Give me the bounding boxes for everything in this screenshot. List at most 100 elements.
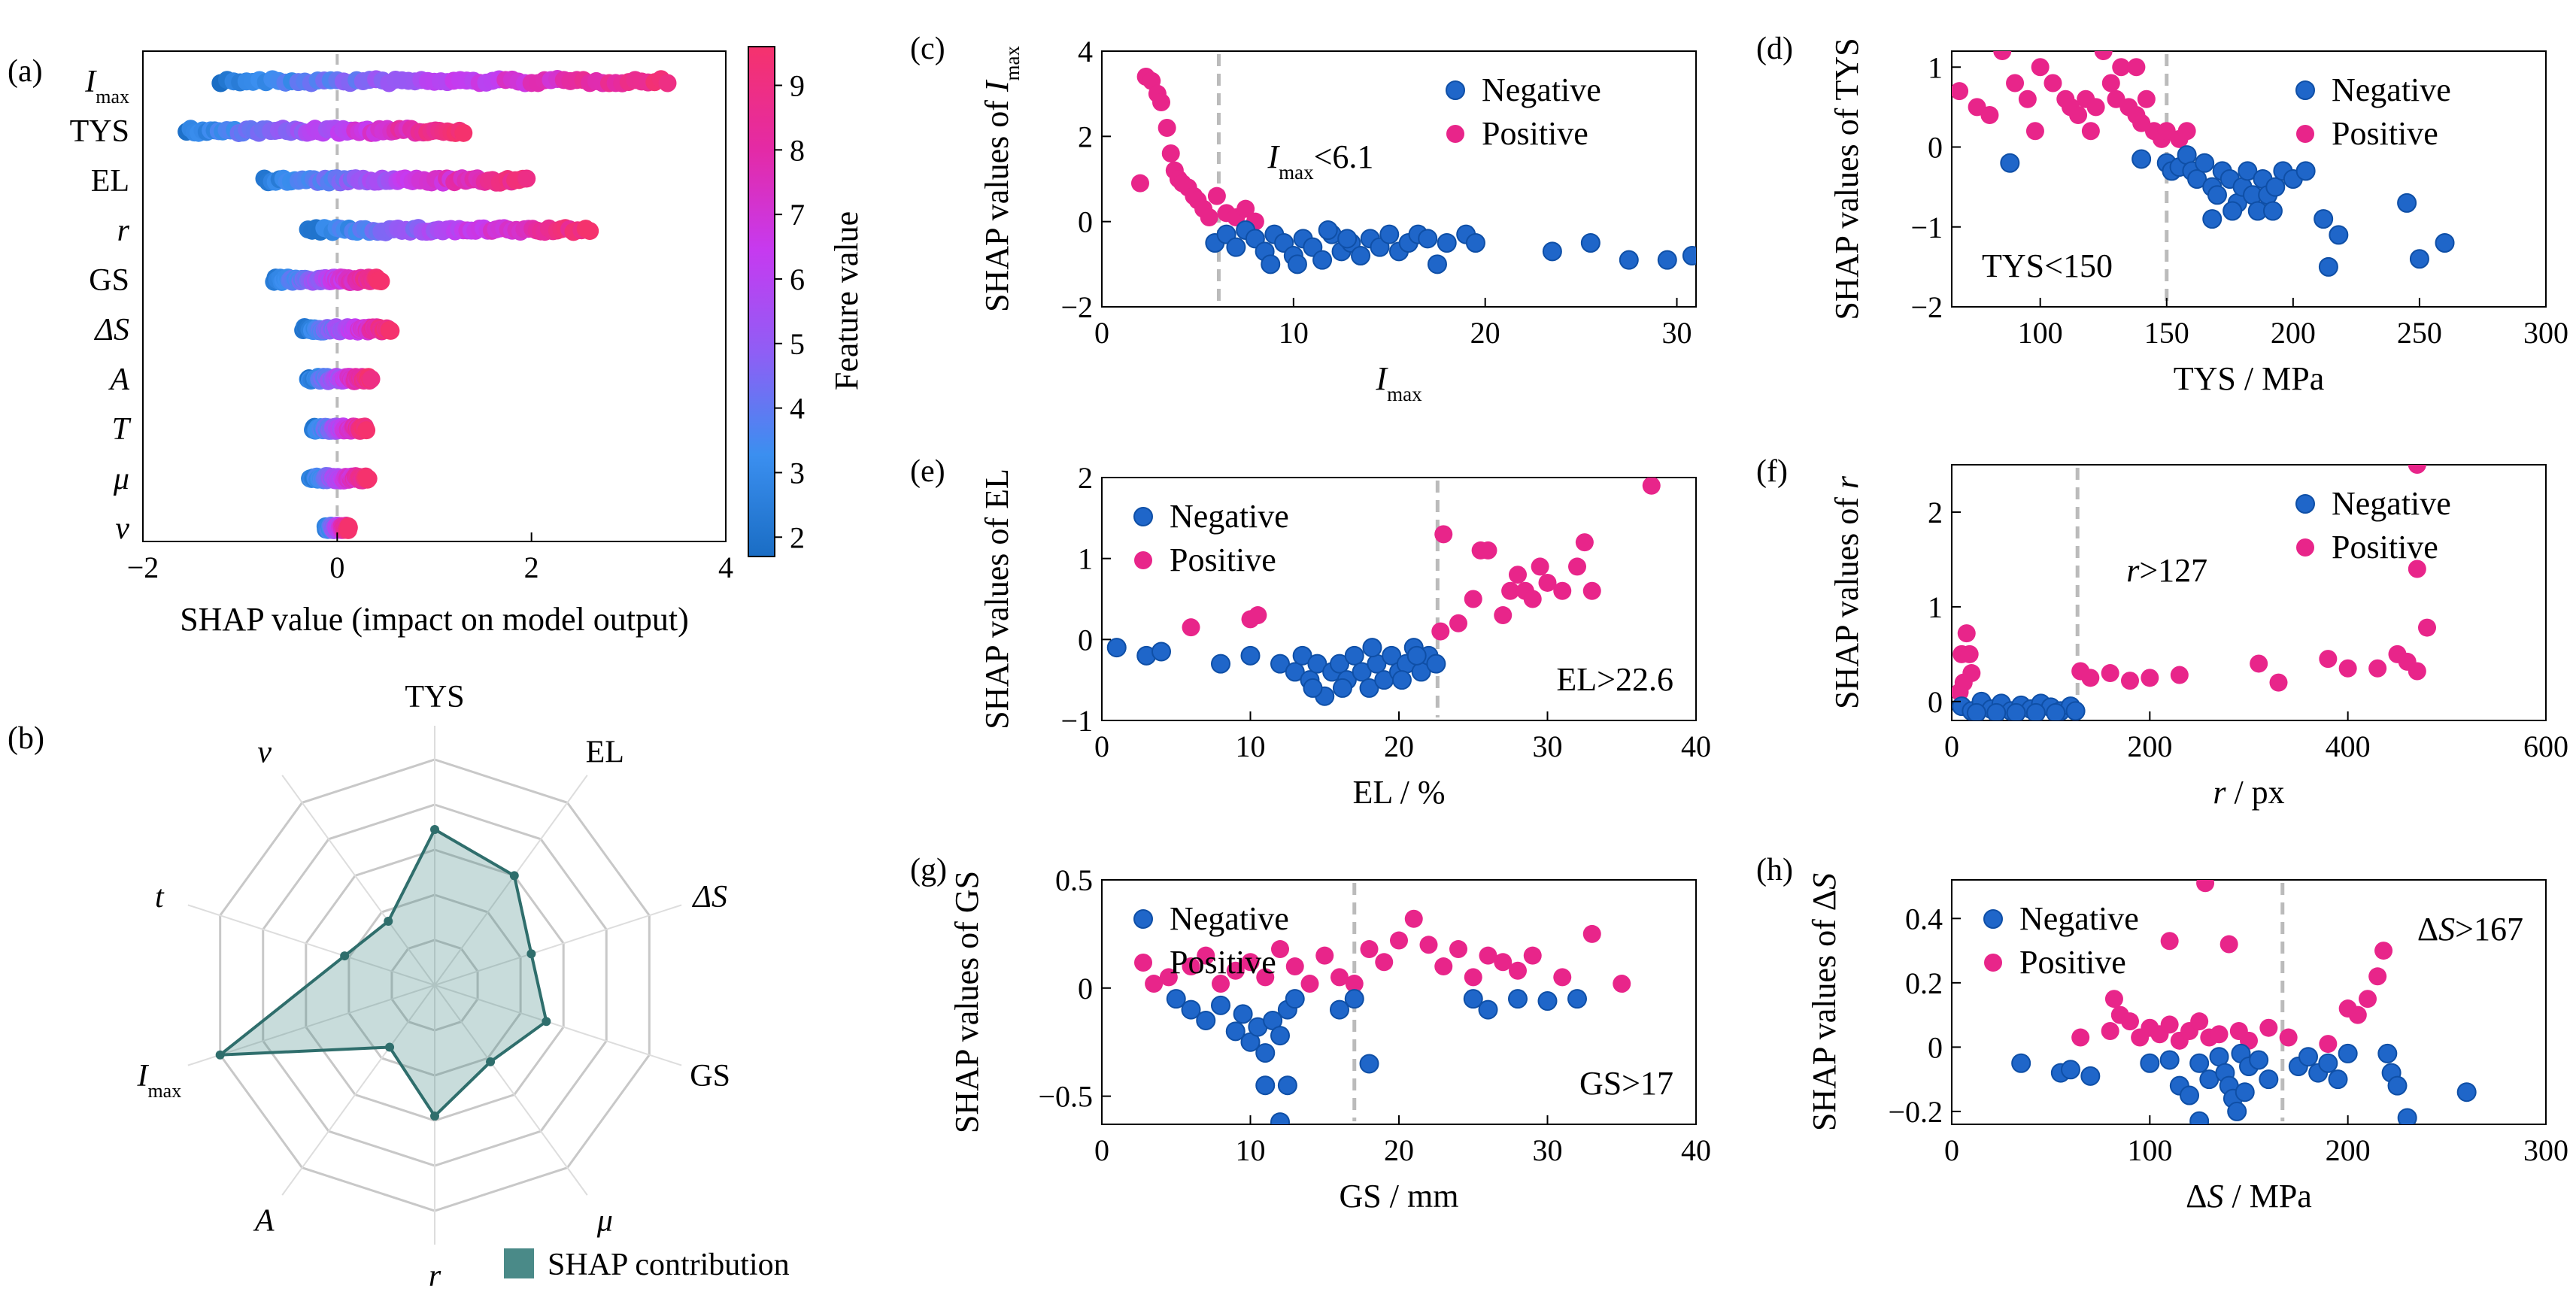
negative-point: [2046, 702, 2066, 720]
radar-axis-label: μ: [596, 1203, 613, 1238]
colorbar-tick-label: 4: [790, 392, 805, 426]
positive-point: [1434, 525, 1453, 544]
colorbar-tick-label: 5: [790, 327, 805, 361]
positive-point: [1952, 82, 1969, 101]
summary-point: [581, 222, 599, 241]
panel-label: (c): [910, 32, 945, 66]
points-group: [1952, 51, 2455, 277]
legend-positive-label: Positive: [2019, 944, 2126, 981]
positive-point: [1553, 581, 1572, 600]
panel-label: (f): [1756, 454, 1788, 489]
legend-swatch: [504, 1248, 534, 1278]
positive-point: [1431, 622, 1450, 641]
positive-point: [1494, 606, 1513, 625]
positive-point: [1197, 946, 1215, 965]
positive-point: [2338, 659, 2357, 678]
negative-point: [1406, 645, 1427, 666]
colorbar-tick-label: 9: [790, 68, 805, 102]
positive-point: [2319, 650, 2338, 669]
legend-negative-label: Negative: [2332, 485, 2451, 522]
negative-point: [2223, 201, 2243, 221]
x-tick-label: 0: [1094, 1133, 1109, 1167]
positive-point: [2190, 1012, 2209, 1031]
negative-point: [1359, 678, 1379, 698]
legend-negative-marker: [2295, 80, 2315, 100]
feature-label: EL: [91, 164, 129, 199]
x-axis-label: EL / %: [1353, 774, 1446, 811]
positive-point: [2101, 74, 2120, 93]
y-tick-label: −2: [1060, 290, 1093, 324]
negative-point: [1337, 229, 1358, 249]
negative-point: [1240, 645, 1261, 666]
positive-point: [2219, 935, 2238, 954]
label-part: r: [117, 214, 130, 248]
legend-positive-marker: [1134, 551, 1152, 569]
legend-negative-marker: [2295, 494, 2315, 514]
negative-point: [2140, 1053, 2160, 1073]
negative-point: [1211, 654, 1230, 674]
positive-point: [2006, 74, 2025, 93]
positive-point: [2121, 1012, 2139, 1031]
positive-point: [1182, 957, 1200, 976]
negative-point: [1379, 224, 1400, 244]
positive-point: [2374, 942, 2393, 960]
negative-point: [1542, 241, 1562, 262]
negative-point: [1106, 638, 1127, 658]
panel-label: (h): [1756, 853, 1793, 887]
label-part: TYS<150: [1982, 247, 2113, 284]
label-part: v: [257, 735, 272, 770]
negative-point: [2456, 1082, 2477, 1102]
positive-point: [2137, 89, 2156, 108]
y-tick-label: 0: [1928, 131, 1943, 165]
legend-negative-label: Negative: [2019, 900, 2139, 937]
negative-point: [2061, 1060, 2080, 1080]
points-group: [1106, 478, 1661, 706]
positive-point: [1182, 618, 1200, 637]
negative-point: [2202, 209, 2223, 229]
positive-point: [1568, 557, 1586, 576]
negative-point: [1382, 645, 1402, 666]
negative-point: [1270, 1112, 1290, 1124]
negative-point: [2265, 177, 2286, 197]
negative-point: [1567, 989, 1587, 1009]
positive-point: [1980, 106, 1999, 124]
label-part: EL>22.6: [1556, 661, 1673, 698]
label-part: max: [1387, 383, 1422, 405]
positive-point: [1582, 924, 1601, 943]
label-part: r: [1828, 475, 1865, 489]
y-tick-label: 0.2: [1905, 966, 1943, 1000]
negative-point: [1966, 702, 1986, 720]
positive-point: [1404, 909, 1423, 928]
label-part: GS: [690, 1059, 730, 1093]
positive-point: [1509, 566, 1527, 584]
radar-axis-label: EL: [586, 735, 624, 770]
positive-point: [1256, 968, 1275, 987]
x-tick-label: 600: [2523, 729, 2568, 763]
label-part: I: [136, 1059, 149, 1093]
legend-negative-marker: [1983, 909, 2003, 929]
positive-point: [2086, 98, 2105, 117]
radar-axis-label: v: [257, 735, 272, 770]
positive-point: [1479, 946, 1497, 965]
positive-point: [2177, 122, 2196, 141]
label-part: >127: [2139, 552, 2207, 589]
threshold-annotation: EL>22.6: [1556, 661, 1673, 698]
positive-point: [2279, 1028, 2298, 1047]
positive-point: [1390, 931, 1408, 950]
x-tick-label: 200: [2326, 1133, 2371, 1167]
positive-point: [2196, 880, 2215, 893]
legend-positive-label: Positive: [1482, 115, 1588, 152]
feature-label: T: [112, 412, 132, 447]
negative-point: [1255, 1043, 1276, 1063]
positive-point: [2170, 666, 2189, 684]
positive-point: [2141, 669, 2159, 687]
x-tick-label: 100: [2127, 1133, 2172, 1167]
positive-point: [2259, 1018, 2278, 1037]
x-tick-label: 2: [524, 550, 539, 584]
label-part: SHAP values of: [979, 92, 1015, 312]
negative-point: [1277, 1075, 1297, 1096]
negative-point: [1351, 246, 1371, 265]
summary-point: [357, 421, 376, 440]
negative-point: [1307, 654, 1327, 674]
